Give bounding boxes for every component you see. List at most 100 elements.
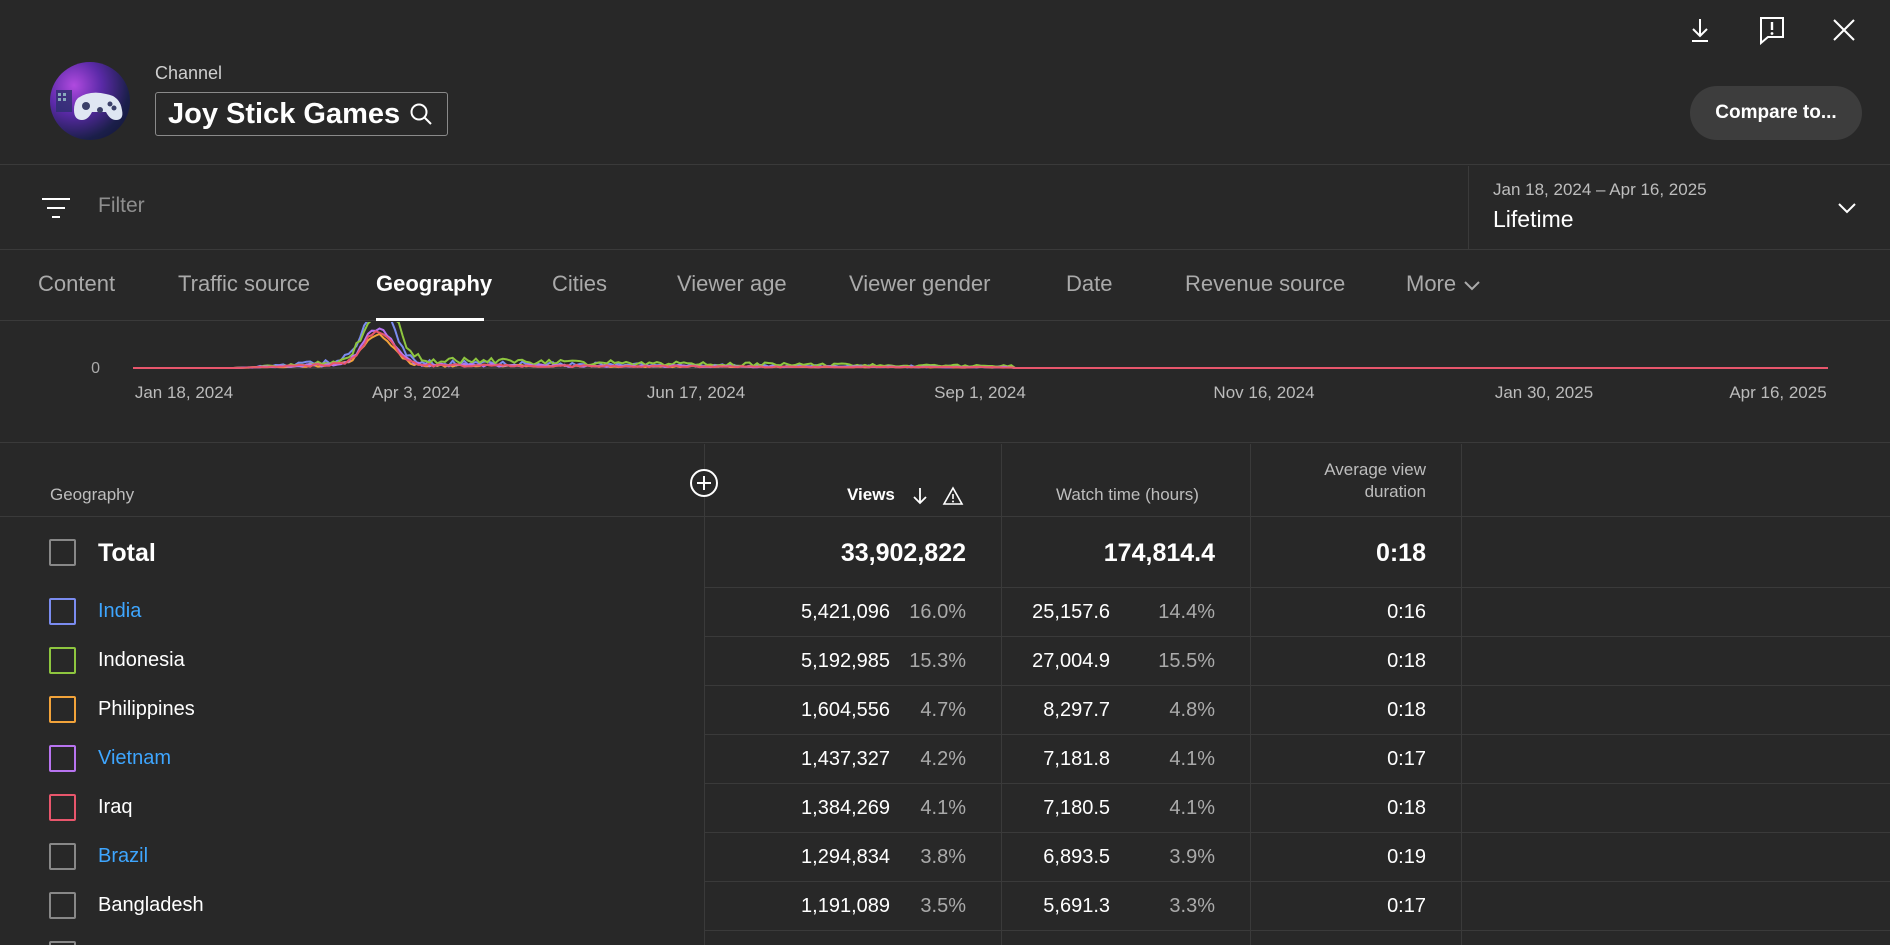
watch-time-value: 7,181.8	[1043, 748, 1110, 770]
series-line-philippines	[133, 332, 1828, 369]
avg-duration-value: 0:19	[1387, 846, 1426, 868]
feedback-icon[interactable]	[1754, 12, 1790, 48]
total-views: 33,902,822	[840, 539, 966, 567]
row-checkbox[interactable]	[49, 843, 76, 870]
views-value: 1,294,834	[801, 846, 890, 868]
views-value: 1,604,556	[801, 699, 890, 721]
views-percent: 4.2%	[920, 748, 966, 770]
tab-geography[interactable]: Geography	[376, 271, 493, 296]
filter-bar: Filter Jan 18, 2024 – Apr 16, 2025 Lifet…	[0, 166, 1890, 250]
tab-date[interactable]: Date	[1066, 271, 1113, 296]
table-row: Vietnam 1,437,327 4.2% 7,181.8 4.1% 0:17	[0, 735, 1890, 784]
report-header: Channel Joy Stick Games Compare to...	[0, 0, 1890, 165]
row-checkbox[interactable]	[49, 941, 76, 945]
series-line-iraq	[133, 330, 1828, 369]
watch-time-percent: 15.5%	[1158, 650, 1215, 672]
row-checkbox[interactable]	[49, 892, 76, 919]
views-percent: 4.1%	[920, 797, 966, 819]
watch-time-value: 27,004.9	[1032, 650, 1110, 672]
country-name: Philippines	[98, 698, 195, 720]
country-name: Indonesia	[98, 649, 185, 671]
total-checkbox[interactable]	[49, 539, 76, 566]
watch-time-value: 7,180.5	[1043, 797, 1110, 819]
row-checkbox[interactable]	[49, 745, 76, 772]
filter-icon[interactable]	[40, 194, 72, 222]
header-watch-time[interactable]: Watch time (hours)	[1056, 485, 1199, 504]
download-icon[interactable]	[1682, 12, 1718, 48]
row-checkbox[interactable]	[49, 794, 76, 821]
tab-more[interactable]: More	[1406, 271, 1482, 297]
series-line-india	[133, 322, 1828, 369]
channel-label: Channel	[155, 63, 223, 83]
country-name[interactable]: India	[98, 600, 142, 622]
avg-duration-value: 0:17	[1387, 748, 1426, 770]
header-avg-duration-line2: duration	[1364, 482, 1426, 501]
warning-icon[interactable]	[942, 486, 964, 506]
close-icon[interactable]	[1826, 12, 1862, 48]
date-range-picker[interactable]: Jan 18, 2024 – Apr 16, 2025 Lifetime	[1468, 166, 1890, 250]
chevron-down-icon	[1464, 281, 1480, 291]
active-tab-indicator	[376, 318, 484, 321]
date-period-text: Lifetime	[1493, 206, 1574, 232]
header-avg-duration-line1: Average view	[1324, 460, 1426, 479]
row-checkbox[interactable]	[49, 647, 76, 674]
filter-input[interactable]: Filter	[98, 194, 145, 217]
tab-revenue-source[interactable]: Revenue source	[1185, 271, 1346, 296]
row-divider	[705, 930, 1890, 931]
add-column-icon[interactable]	[689, 468, 719, 498]
sort-down-icon[interactable]	[910, 485, 930, 507]
x-tick-label: Sep 1, 2024	[934, 383, 1026, 402]
table-row: Brazil 1,294,834 3.8% 6,893.5 3.9% 0:19	[0, 833, 1890, 882]
tab-traffic-source[interactable]: Traffic source	[178, 271, 311, 296]
watch-time-value: 25,157.6	[1032, 601, 1110, 623]
watch-time-percent: 4.1%	[1169, 797, 1215, 819]
country-name: Bangladesh	[98, 894, 204, 916]
row-divider	[705, 587, 1890, 588]
watch-time-percent: 14.4%	[1158, 601, 1215, 623]
line-chart: 0 Jan 18, 2024 Apr 3, 2024 Jun 17, 2024 …	[91, 322, 1828, 402]
avg-duration-value: 0:16	[1387, 601, 1426, 623]
avg-duration-value: 0:17	[1387, 895, 1426, 917]
channel-selector[interactable]: Joy Stick Games	[155, 92, 448, 136]
series-line-vietnam	[133, 327, 1828, 369]
avg-duration-value: 0:18	[1387, 650, 1426, 672]
country-name[interactable]: Brazil	[98, 845, 149, 867]
avg-duration-value: 0:18	[1387, 699, 1426, 721]
row-divider	[705, 636, 1890, 637]
views-percent: 15.3%	[909, 650, 966, 672]
country-name: Iraq	[98, 796, 133, 818]
views-value: 5,421,096	[801, 601, 890, 623]
views-percent: 3.8%	[920, 846, 966, 868]
row-divider	[705, 783, 1890, 784]
table-row: Indonesia 5,192,985 15.3% 27,004.9 15.5% 0:18	[0, 637, 1890, 686]
total-avg-duration: 0:18	[1375, 539, 1426, 567]
watch-time-percent: 3.3%	[1169, 895, 1215, 917]
search-icon[interactable]	[408, 101, 434, 127]
views-value: 5,192,985	[801, 650, 890, 672]
tab-more-label: More	[1406, 271, 1457, 296]
geography-table: Geography Views Watch time (hours) Avera…	[0, 444, 1890, 945]
watch-time-percent: 4.8%	[1169, 699, 1215, 721]
table-row: India 5,421,096 16.0% 25,157.6 14.4% 0:16	[0, 588, 1890, 637]
x-tick-label: Jun 17, 2024	[647, 383, 745, 402]
column-divider	[1250, 444, 1251, 945]
views-value: 1,437,327	[801, 748, 890, 770]
row-checkbox[interactable]	[49, 696, 76, 723]
tab-cities[interactable]: Cities	[552, 271, 608, 296]
country-name[interactable]: Vietnam	[98, 747, 172, 769]
tab-content[interactable]: Content	[38, 271, 116, 296]
total-label: Total	[98, 539, 156, 567]
row-divider	[705, 832, 1890, 833]
header-avg-duration[interactable]: Average view duration	[1250, 460, 1426, 502]
row-checkbox[interactable]	[49, 598, 76, 625]
column-divider	[1461, 444, 1462, 945]
watch-time-percent: 3.9%	[1169, 846, 1215, 868]
compare-to-button[interactable]: Compare to...	[1690, 86, 1862, 140]
header-views[interactable]: Views	[847, 485, 895, 504]
views-value: 1,384,269	[801, 797, 890, 819]
tab-viewer-age[interactable]: Viewer age	[677, 271, 787, 296]
header-geography[interactable]: Geography	[50, 485, 135, 504]
row-divider	[0, 516, 1890, 517]
views-percent: 16.0%	[909, 601, 966, 623]
tab-viewer-gender[interactable]: Viewer gender	[849, 271, 991, 296]
